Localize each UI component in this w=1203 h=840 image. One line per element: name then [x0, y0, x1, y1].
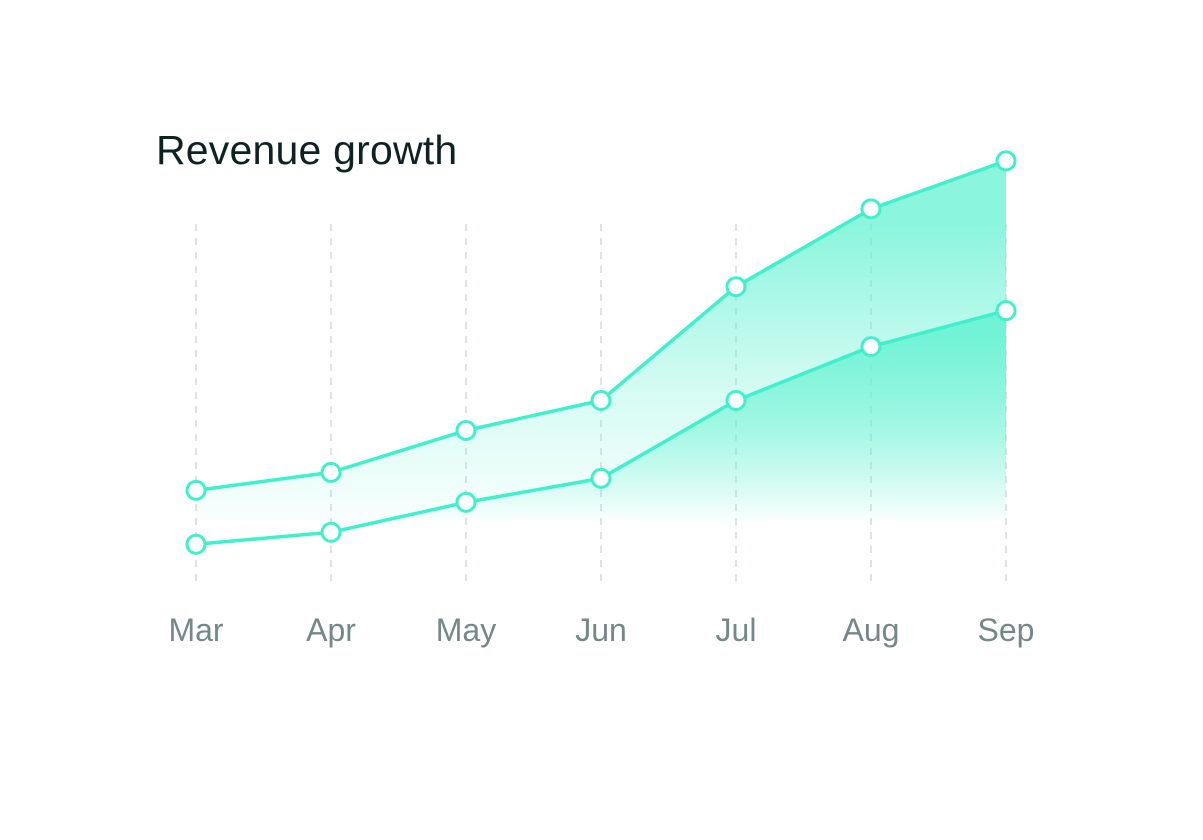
data-point-series-2-aug[interactable] — [860, 336, 882, 358]
x-tick-label-aug: Aug — [843, 612, 900, 648]
data-point-series-1-mar[interactable] — [185, 479, 207, 501]
x-tick-label-jul: Jul — [716, 612, 757, 648]
area-fills — [196, 160, 1006, 545]
data-point-series-1-may[interactable] — [455, 419, 477, 441]
data-point-series-2-jul[interactable] — [725, 390, 747, 412]
x-tick-label-may: May — [436, 612, 496, 648]
x-tick-label-sep: Sep — [978, 612, 1035, 648]
x-tick-label-jun: Jun — [575, 612, 627, 648]
area-fill-series-2 — [196, 310, 1006, 545]
data-point-series-2-jun[interactable] — [590, 467, 612, 489]
data-point-series-1-jul[interactable] — [725, 276, 747, 298]
x-tick-label-mar: Mar — [168, 612, 223, 648]
x-tick-label-apr: Apr — [306, 612, 356, 648]
data-point-series-1-sep[interactable] — [995, 150, 1017, 172]
data-point-series-1-apr[interactable] — [320, 461, 342, 483]
data-point-series-2-sep[interactable] — [995, 300, 1017, 322]
data-point-series-2-mar[interactable] — [185, 533, 207, 555]
data-point-series-2-may[interactable] — [455, 491, 477, 513]
data-point-series-1-aug[interactable] — [860, 198, 882, 220]
data-points — [185, 150, 1017, 555]
data-point-series-1-jun[interactable] — [590, 390, 612, 412]
chart-title: Revenue growth — [156, 127, 458, 173]
data-point-series-2-apr[interactable] — [320, 521, 342, 543]
x-axis-ticks: Mar Apr May Jun Jul Aug Sep — [168, 612, 1034, 648]
